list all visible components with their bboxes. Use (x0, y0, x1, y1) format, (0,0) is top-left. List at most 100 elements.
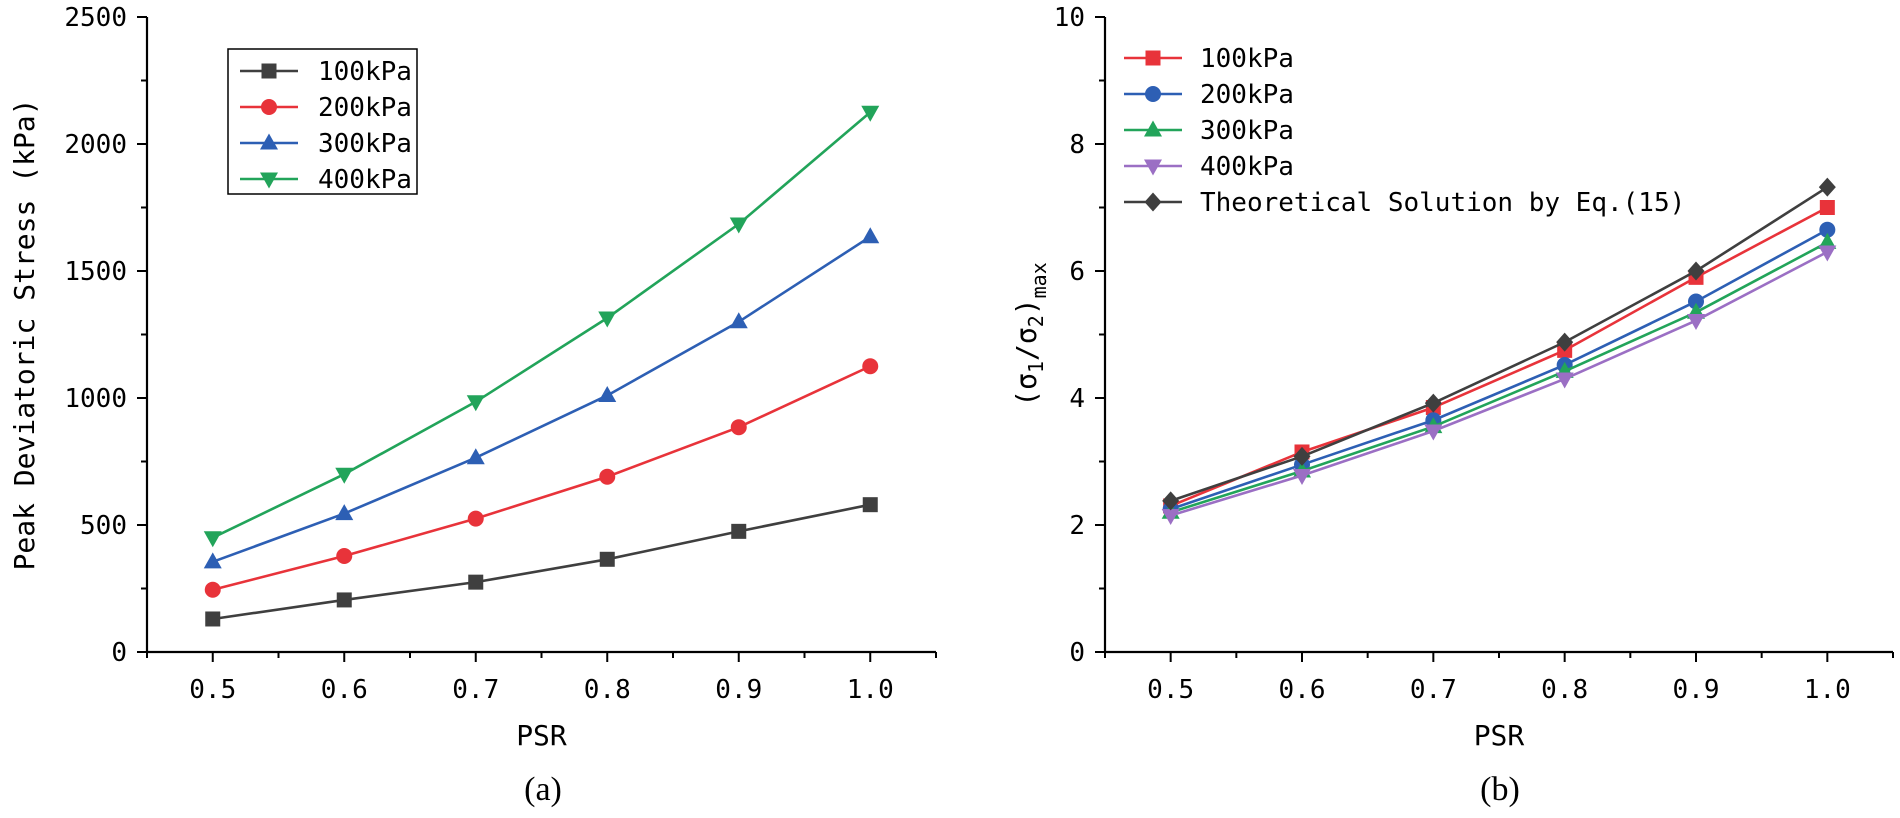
chart-b: 0.5 0.6 0.7 0.8 0.9 1.00246810PSR(σ1/σ2)max10… (1010, 3, 1894, 808)
chart-b-legend-marker (1145, 86, 1161, 102)
chart-b-legend-label: 300kPa (1200, 116, 1294, 146)
chart-a-y-tick-label: 1000 (64, 384, 127, 414)
chart-b-series-line-5 (1170, 186, 1829, 503)
chart-a-y-tick-label: 500 (80, 511, 127, 541)
chart-a-series-line-1 (212, 503, 871, 621)
chart-a-series-2-point (599, 468, 616, 485)
chart-a-legend-marker (261, 63, 277, 79)
chart-a-series-4-point (598, 311, 617, 328)
chart-a-series-4-point (203, 531, 222, 548)
chart-b-legend-marker (1144, 159, 1162, 176)
chart-b-caption: (b) (1480, 771, 1520, 808)
chart-a-y-title: Peak Deviatoric Stress (kPa) (8, 98, 41, 570)
chart-a-series-3-point (729, 312, 748, 329)
chart-b-series-4-point (1687, 314, 1705, 331)
chart-b-series-5-point (1818, 177, 1836, 197)
chart-b-series-line-2 (1170, 228, 1828, 511)
chart-b-series-3-point (1818, 232, 1837, 249)
chart-b-y-title-subscript: max (1027, 262, 1051, 298)
chart-a-y-tick-label: 2500 (64, 3, 127, 33)
chart-b-series-line-1 (1170, 206, 1828, 508)
chart-a-caption: (a) (524, 771, 562, 808)
chart-b-series-4-point (1424, 424, 1443, 441)
chart-a-series-4-point (466, 395, 485, 412)
chart-b-series-5-point (1424, 393, 1442, 413)
chart-a-series-2-point (862, 358, 879, 375)
chart-b-legend-label: 400kPa (1200, 152, 1294, 182)
chart-b-legend-marker (1144, 192, 1162, 212)
chart-b-x-tick-label: 1.0 (1804, 675, 1851, 705)
chart-b-series-line-4 (1170, 250, 1828, 517)
chart-a-legend-label: 100kPa (318, 57, 412, 87)
chart-b-series-5-point (1556, 332, 1574, 352)
chart-a-series-line-4 (212, 111, 872, 539)
chart-a-series-line-2 (212, 365, 871, 592)
chart-a-x-tick-label: 0.6 (321, 675, 368, 705)
chart-a-series-3-point (203, 552, 222, 569)
chart-b-x-tick-label: 0.6 (1279, 675, 1326, 705)
chart-b-y-tick-label: 10 (1054, 3, 1085, 33)
chart-b-legend-marker (1144, 120, 1162, 137)
chart-b-y-tick-label: 6 (1069, 257, 1085, 287)
chart-a-legend-frame (227, 48, 418, 195)
chart-a-series-2-point (204, 581, 221, 598)
chart-b-series-2-point (1819, 221, 1836, 238)
chart-a-series-3-point (598, 385, 617, 402)
chart-a-series-1-point (336, 592, 352, 608)
chart-b-y-tick-label: 4 (1069, 384, 1085, 414)
chart-b-y-title-sub2: 2 (1024, 315, 1048, 327)
chart-b-x-tick-label: 0.9 (1673, 675, 1720, 705)
chart-b-y-tick-label: 0 (1069, 638, 1085, 668)
chart-a-y-tick-label: 1500 (64, 257, 127, 287)
chart-b-series-2-point (1688, 293, 1704, 310)
chart-a: 0.5 0.6 0.7 0.8 0.9 1.0 0 500 1000 1500 2000 2500 PS… (8, 3, 937, 808)
chart-b-x-tick-label: 0.8 (1541, 675, 1588, 705)
chart-a-series-1-point (205, 611, 221, 627)
chart-a-x-tick-label: 0.9 (715, 675, 762, 705)
chart-b-x-tick-label: 0.5 (1147, 675, 1194, 705)
chart-b-y-title-slash: /σ (1010, 327, 1043, 361)
chart-a-series-2-point (467, 510, 484, 527)
chart-b-y-tick-label: 2 (1069, 511, 1085, 541)
chart-a-legend: 100kPa 200kPa 300kPa 400kPa (227, 48, 418, 195)
chart-a-series-3-point (466, 448, 485, 465)
chart-a-legend-marker (260, 133, 278, 150)
chart-a-series-1-point (599, 551, 615, 567)
chart-a-series-4-point (335, 467, 354, 484)
chart-b-y-title-sub1: 1 (1024, 361, 1048, 373)
chart-a-legend-label: 200kPa (318, 93, 412, 123)
chart-a-series-3-point (335, 504, 354, 521)
chart-b-series-5-point (1293, 446, 1311, 466)
chart-a-legend-marker (260, 172, 278, 189)
chart-b-y-title-close: ) (1010, 298, 1043, 315)
chart-b-x-tick-label: 0.7 (1410, 675, 1457, 705)
chart-b-series-5-point (1687, 261, 1705, 281)
chart-a-series-4-point (729, 217, 748, 234)
chart-a-legend-marker (261, 99, 277, 115)
chart-b-y-title-open: (σ (1010, 373, 1043, 407)
chart-a-x-tick-label: 0.7 (452, 675, 499, 705)
chart-b-series-5-point (1162, 491, 1180, 511)
chart-a-series-2-point (730, 419, 747, 436)
chart-a-series-1-point (468, 574, 484, 590)
chart-b-series-4-point (1555, 372, 1574, 389)
chart-a-series-2-point (336, 547, 353, 564)
chart-a-series-4-point (861, 105, 880, 122)
chart-b-legend-label: 200kPa (1200, 80, 1294, 110)
chart-a-y-tick-label: 0 (111, 638, 127, 668)
chart-a-legend-label: 400kPa (318, 165, 412, 195)
chart-b-legend: 100kPa 200kPa 300kPa 400kPa Theoretical Solu… (1124, 44, 1685, 218)
chart-a-x-tick-label: 1.0 (847, 675, 894, 705)
chart-a-series-line-3 (212, 235, 871, 564)
chart-b-y-title: (σ1/σ2)max (1010, 262, 1051, 407)
chart-a-x-tick-label: 0.5 (189, 675, 236, 705)
chart-b-series-4-point (1818, 245, 1837, 262)
chart-b-legend-label: Theoretical Solution by Eq.(15) (1200, 188, 1685, 218)
chart-a-x-tick-label: 0.8 (584, 675, 631, 705)
chart-b-y-tick-label: 8 (1069, 130, 1085, 160)
chart-b-series-line-3 (1170, 241, 1828, 514)
chart-b-series-4-point (1161, 508, 1180, 525)
chart-a-legend-label: 300kPa (318, 129, 412, 159)
chart-a-series-1-point (731, 523, 747, 539)
